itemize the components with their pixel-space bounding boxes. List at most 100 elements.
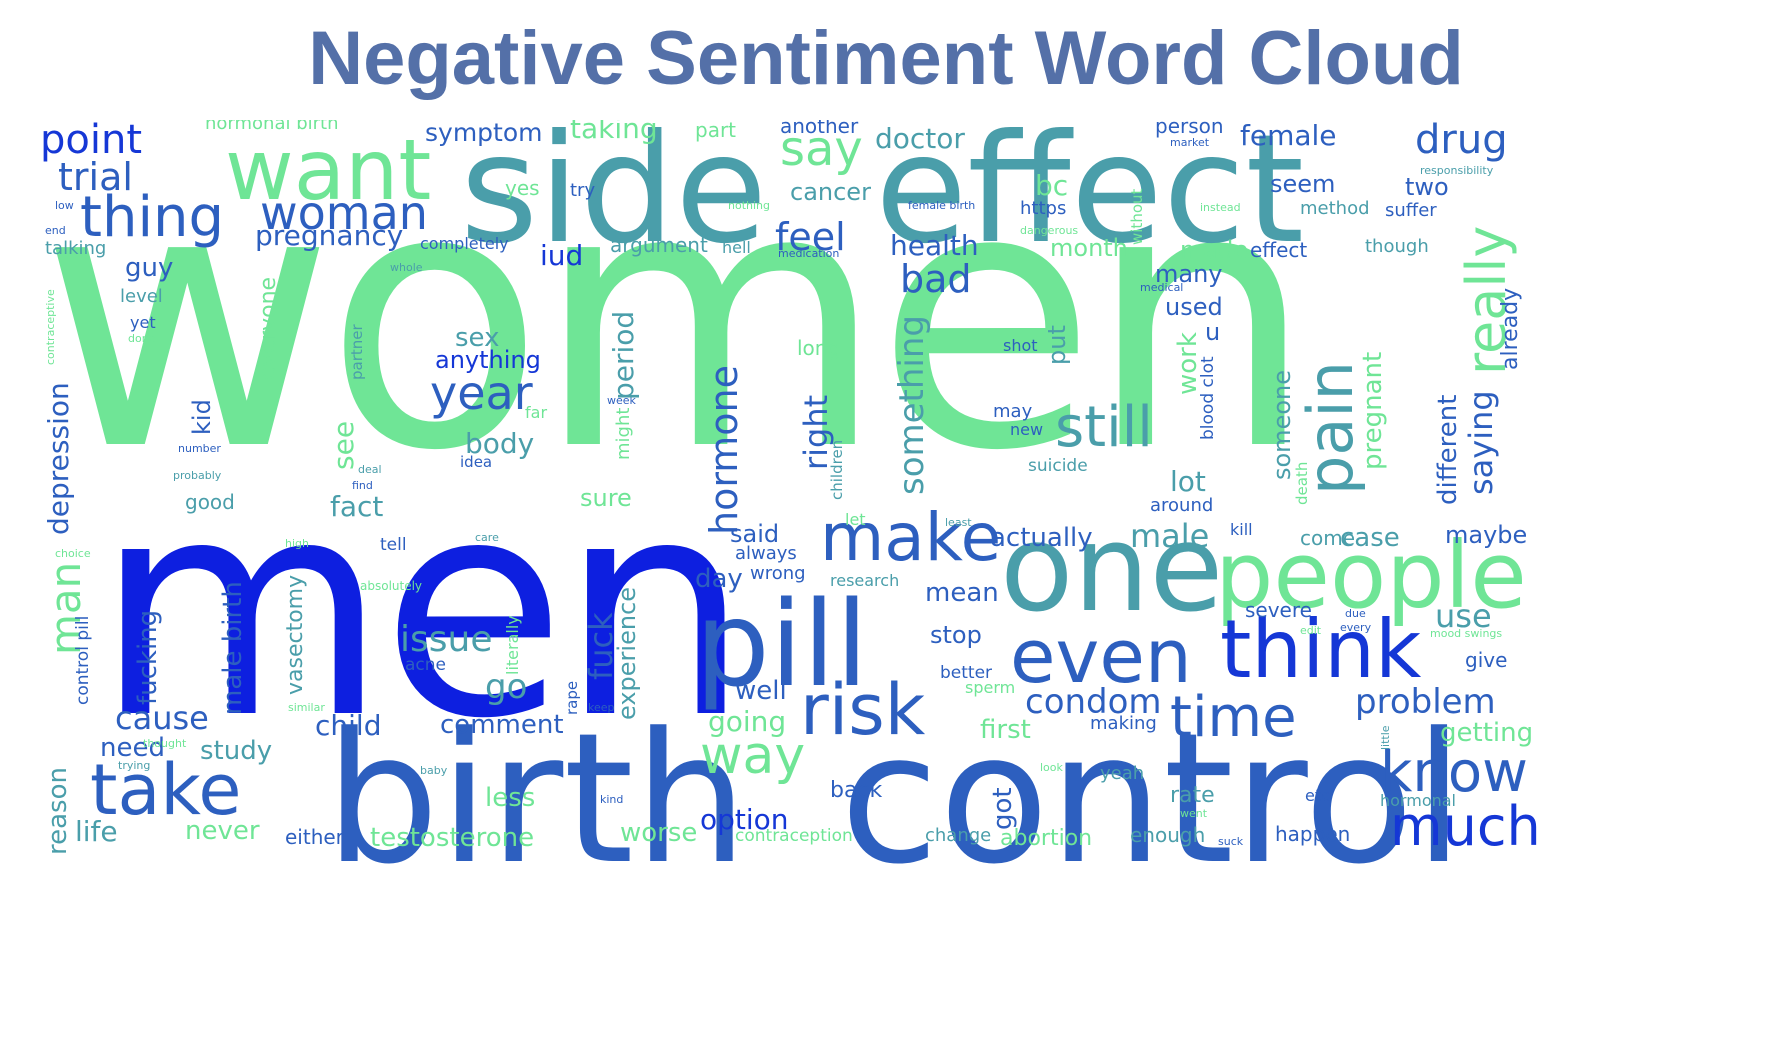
word-whole: whole xyxy=(390,261,423,274)
word-want: want xyxy=(225,121,432,219)
word-market: market xyxy=(1170,136,1210,149)
word-sperm: sperm xyxy=(965,678,1016,697)
word-less: less xyxy=(485,783,536,813)
word-mood-swings: mood swings xyxy=(1430,627,1503,640)
word-someone: someone xyxy=(1268,370,1296,480)
word-high: high xyxy=(285,537,309,550)
word-never: never xyxy=(185,816,260,846)
word-wrong: wrong xyxy=(750,563,806,584)
word-medication: medication xyxy=(778,247,840,260)
word-u: u xyxy=(1205,318,1221,346)
word-seem: seem xyxy=(1270,170,1336,198)
word-male-birth: male birth xyxy=(218,581,248,715)
word-cloud: women men side effect birth control want… xyxy=(40,120,1740,1000)
word-person: person xyxy=(1155,120,1224,138)
word-enough: enough xyxy=(1130,823,1206,847)
word-condom: condom xyxy=(1025,682,1162,722)
word-fucking: fucking xyxy=(133,609,163,705)
word-symptom: symptom xyxy=(425,120,543,147)
word-new: new xyxy=(1010,420,1044,439)
word-year: year xyxy=(430,366,533,420)
word-might: might xyxy=(613,407,634,460)
word-mean: mean xyxy=(925,578,999,608)
word-point: point xyxy=(40,120,143,163)
word-thing: thing xyxy=(80,185,225,250)
word-give: give xyxy=(1465,648,1508,672)
word-taking: taking xyxy=(570,120,658,145)
word-shot: shot xyxy=(1003,336,1038,355)
word-many: many xyxy=(1155,260,1223,288)
word-way: way xyxy=(700,726,806,786)
word-female: female xyxy=(1240,120,1337,152)
word-method: method xyxy=(1300,198,1370,219)
word-issue: issue xyxy=(400,619,493,660)
word-anything: anything xyxy=(435,346,541,374)
word-little: little xyxy=(1379,725,1392,750)
word-kid: kid xyxy=(188,399,216,435)
word-choice: choice xyxy=(55,547,91,560)
word-something: something xyxy=(892,314,932,495)
word-let: let xyxy=(845,510,866,529)
word-try: try xyxy=(570,180,596,201)
word-https: https xyxy=(1020,198,1067,219)
word-cancer: cancer xyxy=(790,178,871,206)
word-fuck: fuck xyxy=(582,612,620,680)
word-drug: drug xyxy=(1415,120,1508,163)
word-pregnancy: pregnancy xyxy=(255,219,404,252)
word-think: think xyxy=(1220,603,1422,696)
word-dangerous: dangerous xyxy=(1020,224,1079,237)
word-say: say xyxy=(780,121,863,177)
word-baby: baby xyxy=(420,764,448,777)
word-pill: pill xyxy=(695,575,869,713)
word-use: use xyxy=(1435,597,1492,635)
word-better: better xyxy=(940,663,993,683)
word-risk: risk xyxy=(800,669,926,751)
word-cause: cause xyxy=(115,699,209,737)
word-know: know xyxy=(1380,740,1528,805)
word-control: control xyxy=(840,695,1464,904)
chart-title: Negative Sentiment Word Cloud xyxy=(308,16,1464,101)
word-rape: rape xyxy=(563,680,581,715)
word-etc: etc xyxy=(1305,786,1330,805)
word-pregnant: pregnant xyxy=(1358,351,1388,470)
word-suck: suck xyxy=(1218,835,1244,848)
word-people: people xyxy=(1215,522,1527,629)
word-kill: kill xyxy=(1230,520,1253,539)
word-yet: yet xyxy=(130,313,156,332)
word-going: going xyxy=(708,705,787,738)
word-female-birth: female birth xyxy=(908,199,976,212)
word-guy: guy xyxy=(125,253,174,283)
word-number: number xyxy=(178,442,221,455)
word-getting: getting xyxy=(1440,718,1534,748)
word-doctor: doctor xyxy=(875,122,965,155)
word-still: still xyxy=(1055,395,1153,460)
word-hormone: hormone xyxy=(702,364,746,535)
word-effect: effect xyxy=(875,120,1305,277)
word-nothing: nothing xyxy=(728,199,770,212)
word-trying: trying xyxy=(118,759,151,772)
word-around: around xyxy=(1150,495,1214,516)
word-effect-small: effect xyxy=(1250,238,1308,262)
word-control-pill: control pill xyxy=(73,615,93,705)
word-option: option xyxy=(700,803,789,836)
word-look: look xyxy=(1040,761,1063,774)
word-either: either xyxy=(285,825,344,849)
word-make: make xyxy=(820,499,1002,576)
word-absolutely: absolutely xyxy=(360,579,423,593)
word-severe: severe xyxy=(1245,598,1312,622)
word-said: said xyxy=(730,520,780,548)
word-well: well xyxy=(735,676,787,706)
word-back: back xyxy=(830,778,883,803)
word-blood-clot: blood clot xyxy=(1198,356,1218,440)
word-maybe: maybe xyxy=(1445,521,1528,549)
word-male: male xyxy=(1130,517,1210,555)
word-come: come xyxy=(1300,526,1356,550)
word-case: case xyxy=(1340,523,1400,553)
word-month: month xyxy=(1050,234,1128,262)
word-instead: instead xyxy=(1200,201,1241,214)
word-different: different xyxy=(1433,394,1463,505)
word-rate: rate xyxy=(1170,783,1215,808)
word-hormonal: hormonal xyxy=(1380,791,1456,810)
word-sure: sure xyxy=(580,484,632,512)
word-time: time xyxy=(1170,685,1297,750)
